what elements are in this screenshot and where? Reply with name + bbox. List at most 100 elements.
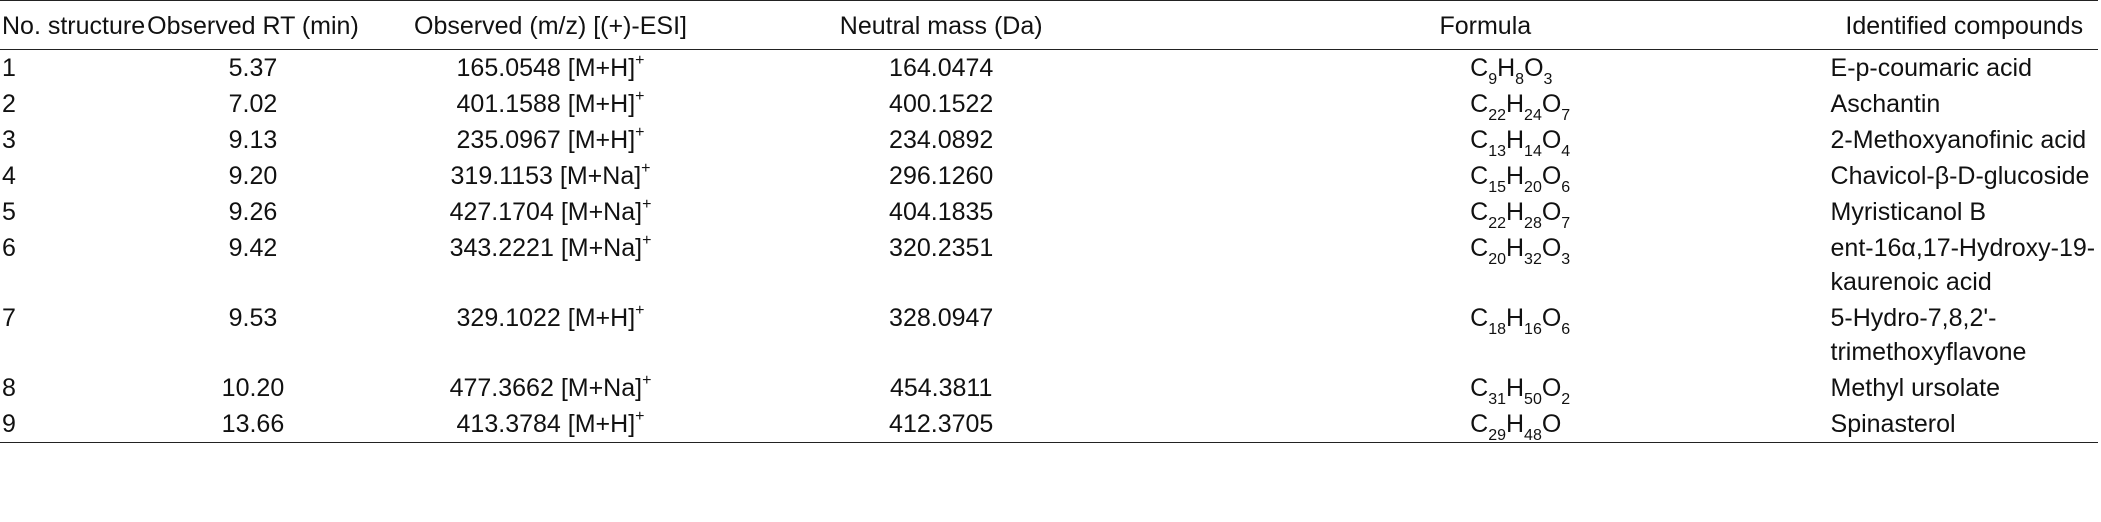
cell-observed-rt: 7.02 <box>228 90 278 118</box>
cell-no-structure: 1 <box>2 54 16 82</box>
header-row: No. structure Observed RT (min) Observed… <box>0 0 2098 50</box>
cell-neutral-mass: 400.1522 <box>889 90 994 118</box>
formula-count: 14 <box>1524 143 1542 160</box>
mz-charge: + <box>642 195 652 213</box>
cell-identified-compound: 2-Methoxyanofinic acid <box>1830 126 2087 154</box>
table-body: 1 5.37 165.0548 [M+H]+ 164.0474 C9H8O3 E-p-co… <box>0 50 2098 444</box>
compounds-table: No. structure Observed RT (min) Observed… <box>0 0 2098 444</box>
table-row: 4 9.20 319.1153 [M+Na]+ 296.1260 C15H20O6 Cha… <box>0 158 2098 196</box>
header-identified-compounds: Identified compounds <box>1830 0 2098 50</box>
formula-element: C <box>1470 198 1489 226</box>
formula-count: 3 <box>1561 251 1571 268</box>
cell-observed-rt: 9.42 <box>228 234 278 262</box>
header-formula: Formula <box>1140 0 1831 50</box>
formula-count: 15 <box>1488 179 1506 196</box>
formula-element: H <box>1505 162 1525 190</box>
formula-count: 16 <box>1524 321 1542 338</box>
header-neutral-mass: Neutral mass (Da) <box>742 0 1141 50</box>
formula-count: 4 <box>1561 143 1571 160</box>
formula-element: O <box>1541 304 1562 332</box>
cell-observed-rt: 9.13 <box>228 126 278 154</box>
cell-identified-compound: Aschantin <box>1830 90 1941 118</box>
cell-observed-mz: 329.1022 [M+H]+ <box>359 300 742 370</box>
mz-value: 235.0967 [M+H]+ <box>457 123 645 157</box>
cell-observed-mz: 165.0548 [M+H]+ <box>359 50 742 87</box>
formula-count: 7 <box>1561 215 1571 232</box>
cell-neutral-mass: 412.3705 <box>742 406 1141 443</box>
formula-count: 20 <box>1524 179 1542 196</box>
mz-value: 427.1704 [M+Na]+ <box>450 195 652 229</box>
formula-element: C <box>1470 374 1489 402</box>
formula-element: O <box>1541 234 1562 262</box>
formula-count: 22 <box>1488 215 1506 232</box>
cell-no-structure: 8 <box>2 374 16 402</box>
cell-no-structure: 6 <box>2 234 16 262</box>
mz-number: 319.1153 <box>450 162 553 190</box>
cell-observed-rt: 9.20 <box>228 162 278 190</box>
cell-neutral-mass: 320.2351 <box>889 234 994 262</box>
mz-charge: + <box>635 123 645 141</box>
table-row: 1 5.37 165.0548 [M+H]+ 164.0474 C9H8O3 E-p-co… <box>0 50 2098 87</box>
cell-observed-rt: 9.53 <box>228 304 278 332</box>
formula-element: O <box>1524 54 1544 82</box>
cell-identified-compound: Methyl ursolate <box>1830 374 2001 402</box>
mz-adduct: [M+Na] <box>560 198 643 226</box>
cell-neutral-mass: 328.0947 <box>889 304 994 332</box>
mz-value: 401.1588 [M+H]+ <box>457 87 645 121</box>
mz-charge: + <box>642 231 652 249</box>
mz-value: 329.1022 [M+H]+ <box>457 301 645 335</box>
mz-number: 401.1588 <box>456 90 561 118</box>
mz-value: 319.1153 [M+Na]+ <box>451 159 651 193</box>
mz-charge: + <box>642 371 652 389</box>
mz-value: 343.2221 [M+Na]+ <box>450 231 652 265</box>
mz-adduct: [M+Na] <box>560 374 643 402</box>
cell-observed-mz: 413.3784 [M+H]+ <box>358 406 743 443</box>
header-observed-rt: Observed RT (min) <box>147 0 359 50</box>
formula-element: O <box>1541 90 1562 118</box>
mz-number: 165.0548 <box>456 54 561 82</box>
cell-no-structure: 7 <box>2 304 16 332</box>
table-header: No. structure Observed RT (min) Observed… <box>0 0 2098 50</box>
cell-neutral-mass: 296.1260 <box>889 162 994 190</box>
formula-element: C <box>1470 54 1489 82</box>
cell-formula: C22H28O7 <box>1140 194 1830 232</box>
cell-no-structure: 3 <box>2 126 16 154</box>
cell-neutral-mass: 234.0892 <box>889 126 994 154</box>
mz-adduct: [M+H] <box>567 126 636 154</box>
cell-observed-rt: 5.37 <box>228 54 278 82</box>
cell-observed-mz: 235.0967 [M+H]+ <box>359 122 742 158</box>
table-row: 7 9.53 329.1022 [M+H]+ 328.0947 C18H16O6 5-Hy… <box>0 300 2098 370</box>
cell-identified-compound: Myristicanol B <box>1830 198 1987 226</box>
cell-formula: C29H48O <box>1140 406 1831 444</box>
cell-observed-mz: 319.1153 [M+Na]+ <box>359 158 742 194</box>
cell-formula: C18H16O6 <box>1140 300 1830 370</box>
mz-number: 343.2221 <box>449 234 554 262</box>
mz-adduct: [M+H] <box>567 304 636 332</box>
cell-neutral-mass: 164.0474 <box>889 54 994 82</box>
formula-element: O <box>1541 374 1562 402</box>
cell-formula: C15H20O6 <box>1140 158 1830 196</box>
mz-number: 413.3784 <box>456 410 561 438</box>
formula-count: 22 <box>1488 107 1506 124</box>
formula-element: H <box>1497 54 1516 82</box>
table-row: 9 13.66 413.3784 [M+H]+ 412.3705 C29H48O Spin… <box>0 406 2098 444</box>
mz-adduct: [M+H] <box>567 54 636 82</box>
mz-charge: + <box>635 87 645 105</box>
cell-no-structure: 5 <box>2 198 16 226</box>
cell-formula: C22H24O7 <box>1140 86 1830 124</box>
cell-identified-compound: ent-16α,17-Hydroxy-19-kaurenoic acid <box>1830 234 2096 296</box>
mz-number: 477.3662 <box>449 374 554 402</box>
header-observed-mz: Observed (m/z) [(+)-ESI] <box>358 0 743 50</box>
cell-identified-compound: 5-Hydro-7,8,2'-trimethoxyflavone <box>1830 304 2027 366</box>
formula-count: 20 <box>1488 251 1506 268</box>
mz-number: 427.1704 <box>449 198 554 226</box>
cell-observed-mz: 401.1588 [M+H]+ <box>359 86 742 122</box>
formula-element: C <box>1470 126 1489 154</box>
mz-value: 477.3662 [M+Na]+ <box>450 371 652 405</box>
cell-formula: C20H32O3 <box>1140 230 1830 300</box>
cell-observed-rt: 13.66 <box>147 406 359 443</box>
cell-identified-compound: E-p-coumaric acid <box>1830 54 2032 82</box>
formula-count: 28 <box>1524 215 1542 232</box>
cell-neutral-mass: 404.1835 <box>889 198 994 226</box>
mz-charge: + <box>641 159 651 177</box>
